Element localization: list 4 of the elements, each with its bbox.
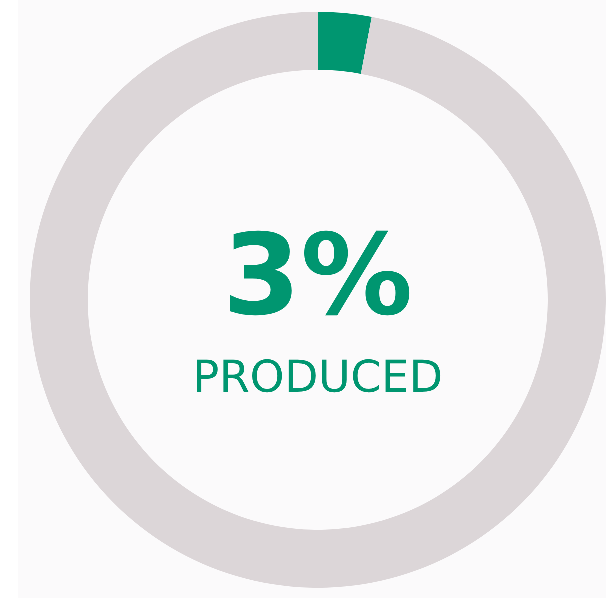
donut-slice <box>30 12 606 588</box>
data-label: 3% <box>222 211 414 341</box>
donut-slice <box>318 12 372 74</box>
slice-label: PRODUCED <box>192 352 444 403</box>
